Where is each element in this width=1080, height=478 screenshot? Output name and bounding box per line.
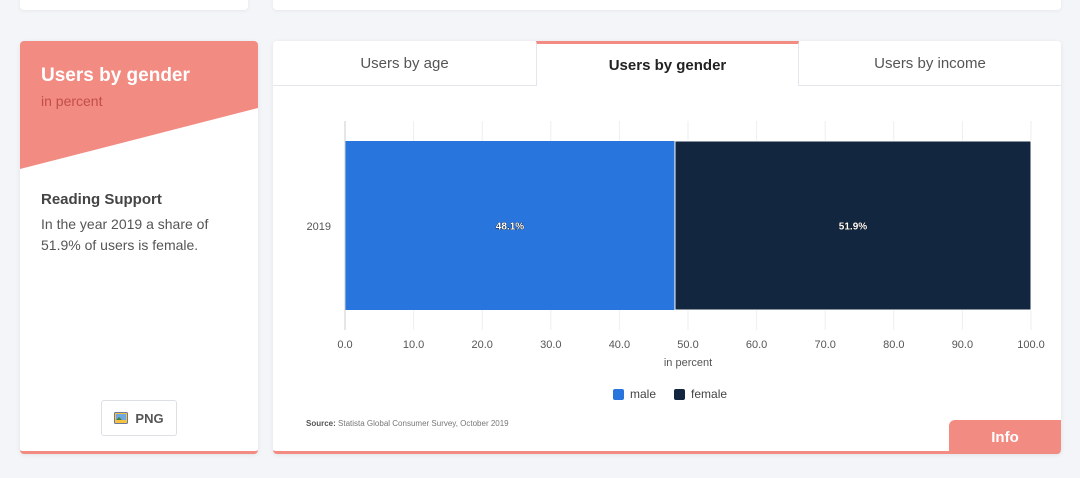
reading-support-title: Reading Support — [41, 191, 162, 208]
card-subtitle: in percent — [41, 93, 103, 109]
x-tick-label: 30.0 — [540, 339, 561, 351]
x-tick-label: 60.0 — [746, 339, 767, 351]
reading-support-text: In the year 2019 a share of 51.9% of use… — [41, 216, 209, 253]
x-tick-label: 100.0 — [1017, 339, 1045, 351]
x-tick-label: 70.0 — [814, 339, 835, 351]
png-label: PNG — [135, 410, 164, 426]
x-tick-label: 20.0 — [471, 339, 492, 351]
category-label: 2019 — [307, 221, 331, 233]
png-download-button[interactable]: PNG — [101, 400, 177, 436]
bar-female[interactable] — [674, 140, 1032, 311]
x-tick-label: 50.0 — [677, 339, 698, 351]
legend-item-male[interactable]: male — [613, 387, 656, 401]
chart-card: Users by age Users by gender Users by in… — [273, 41, 1061, 454]
source-text: Statista Global Consumer Survey, October… — [338, 419, 509, 428]
data-label: 48.1% — [496, 222, 524, 233]
legend-label: male — [630, 387, 657, 401]
x-tick-label: 80.0 — [883, 339, 904, 351]
x-tick-label: 10.0 — [403, 339, 424, 351]
source-note: Source: Statista Global Consumer Survey,… — [306, 419, 509, 428]
legend-label: female — [691, 387, 728, 401]
x-tick-label: 40.0 — [609, 339, 630, 351]
header-band — [20, 41, 258, 169]
info-button[interactable]: Info — [949, 420, 1061, 451]
x-axis-title: in percent — [664, 357, 712, 369]
legend-swatch — [613, 388, 624, 400]
card-top-stub — [273, 0, 1061, 10]
tab-users-by-gender[interactable]: Users by gender — [536, 41, 799, 86]
bar-male[interactable] — [345, 141, 675, 310]
tab-users-by-income[interactable]: Users by income — [799, 41, 1061, 86]
x-tick-label: 90.0 — [952, 339, 973, 351]
card-top-stub — [20, 0, 248, 10]
source-label: Source: — [306, 419, 336, 428]
legend-swatch — [674, 388, 686, 400]
chart-legend: male female — [613, 387, 727, 401]
stacked-bar-chart: 48.1% 51.9% 0.0 10.0 20.0 30.0 40.0 50.0 60.0 70… — [307, 121, 1045, 369]
chart-info-card: Users by gender in percent Reading Suppo… — [20, 41, 258, 454]
chart-tabs: Users by age Users by gender Users by in… — [273, 41, 1061, 86]
legend-item-female[interactable]: female — [674, 387, 727, 401]
image-icon — [114, 412, 129, 424]
x-tick-label: 0.0 — [337, 339, 352, 351]
data-label: 51.9% — [839, 222, 867, 233]
card-title: Users by gender — [41, 65, 190, 86]
tab-users-by-age[interactable]: Users by age — [273, 41, 536, 86]
